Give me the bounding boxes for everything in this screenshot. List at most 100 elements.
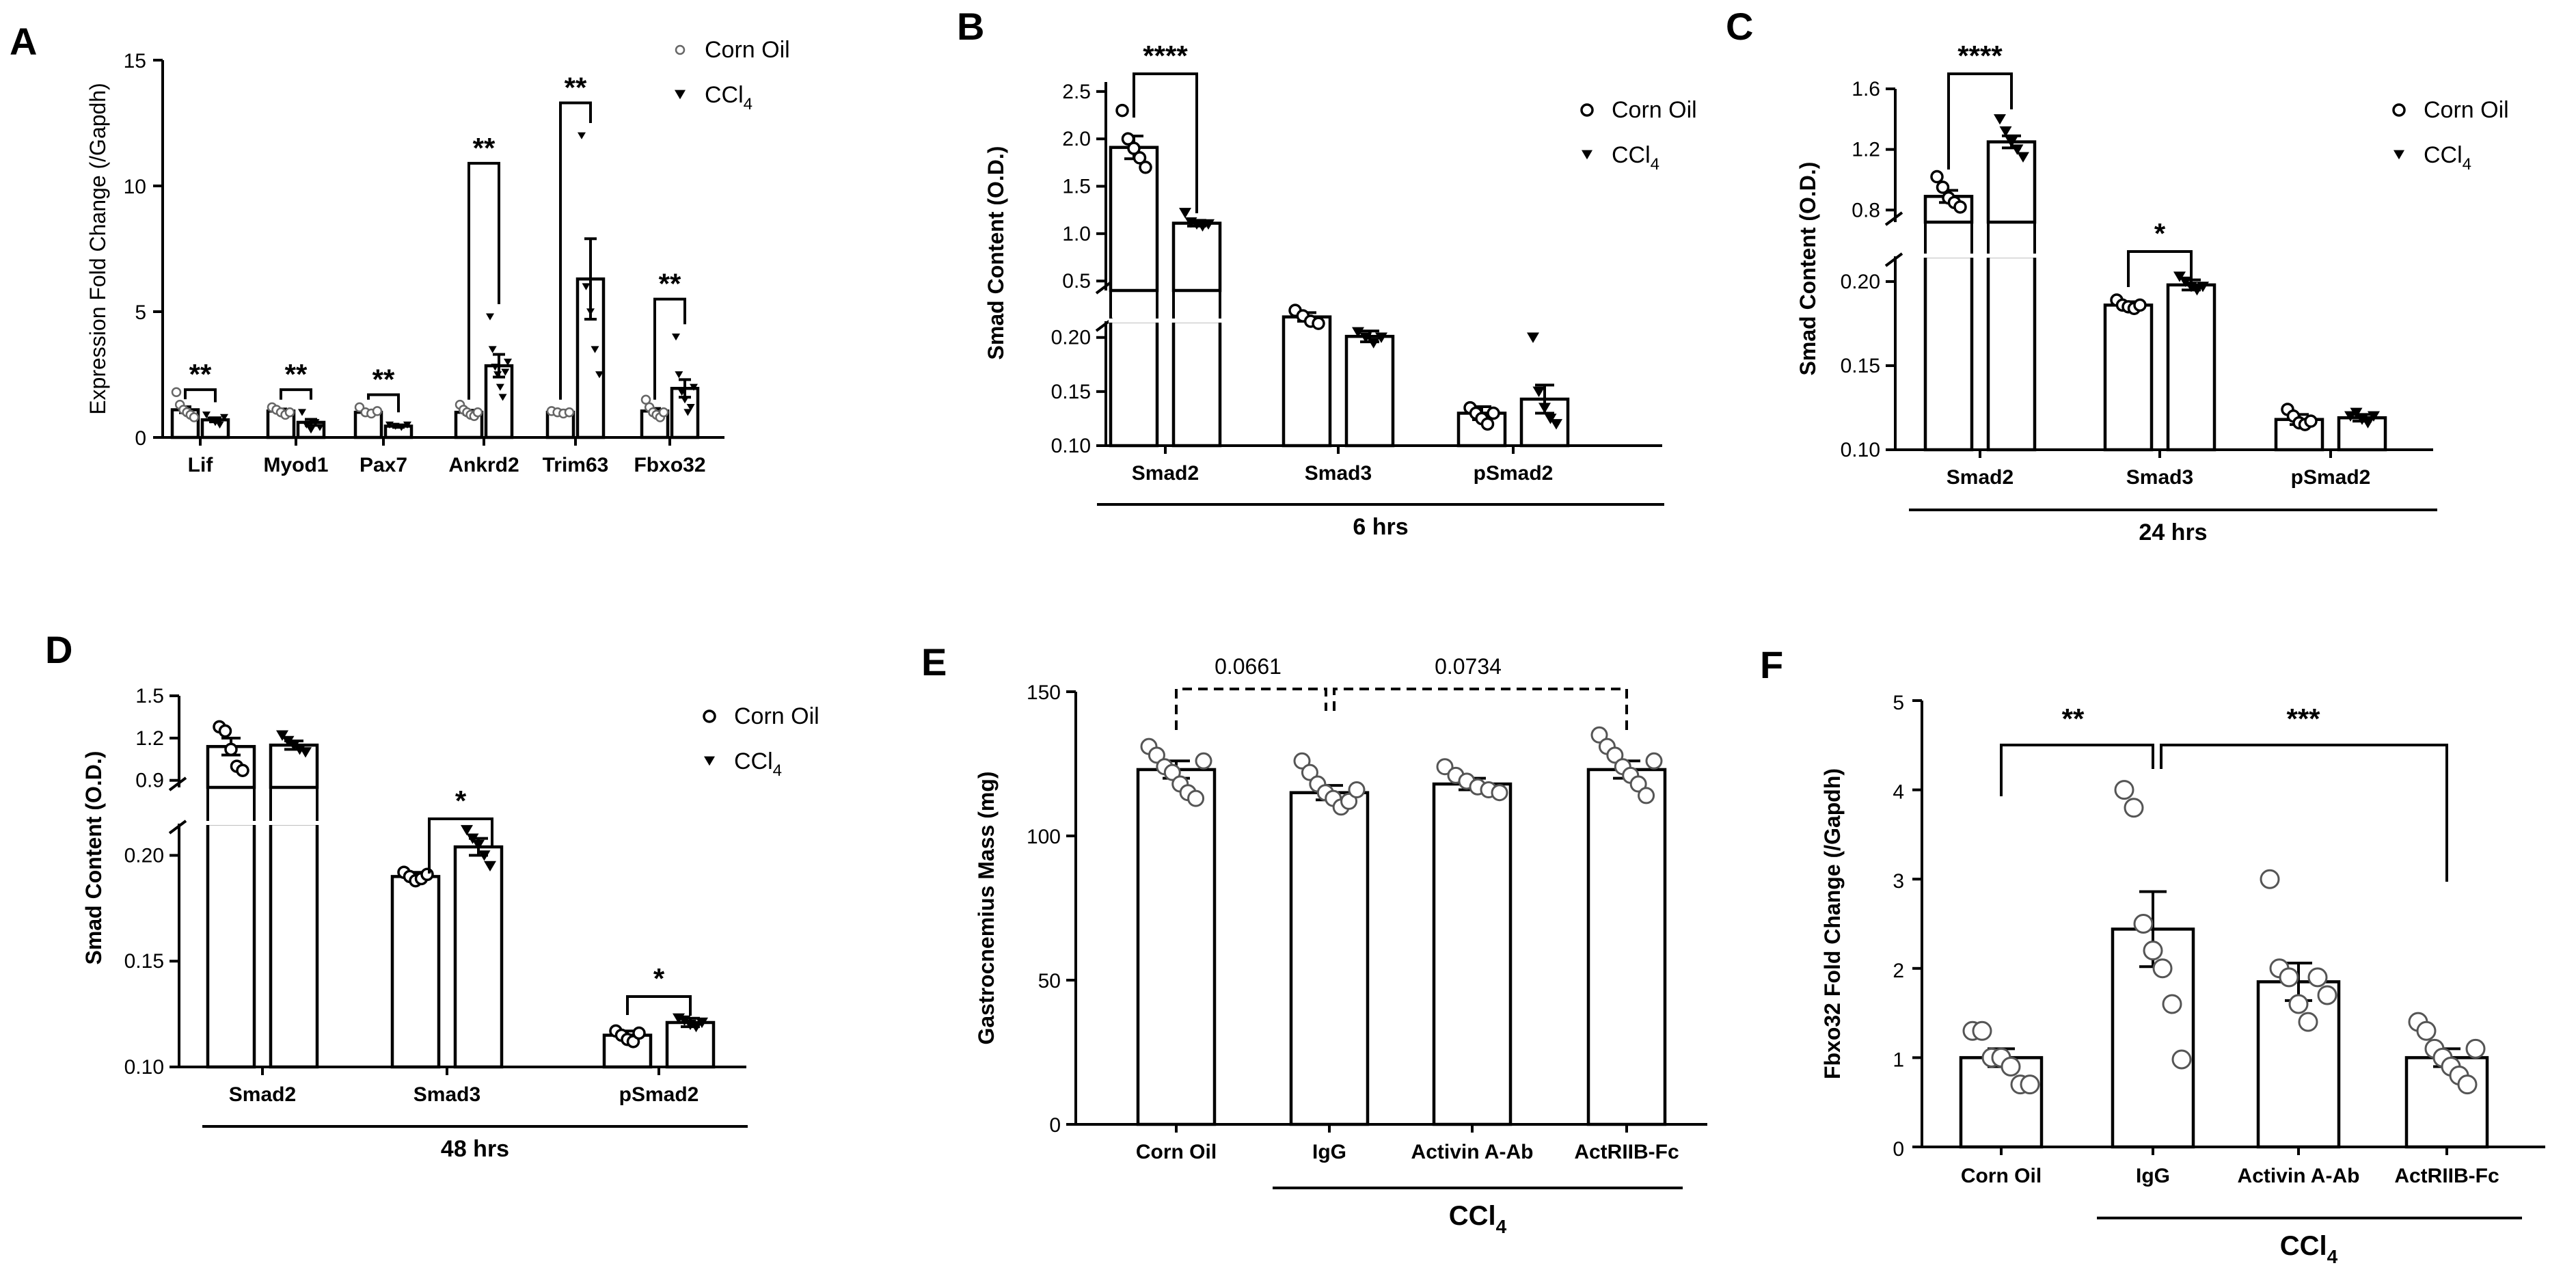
significance-label: **: [285, 358, 308, 390]
ccl4-point: [2368, 411, 2380, 422]
data-point: [2001, 1056, 2021, 1077]
y-tick-label: 0: [1049, 1114, 1061, 1137]
corn-oil-point: [1133, 151, 1147, 165]
x-tick-label: ActRIIB-Fc: [2394, 1165, 2499, 1187]
ccl4-point: [2191, 285, 2204, 296]
data-point: [2317, 985, 2337, 1005]
ccl4-bar: [453, 845, 504, 1069]
data-point: [2171, 1049, 2192, 1070]
comparison-bracket: [1175, 688, 1327, 730]
panel-e: E 0 50 100 150 Gastrocnemius Mass (mg) Corn Oi…: [921, 640, 1707, 1237]
ccl4-point: [316, 424, 324, 431]
significance-label: ***: [2286, 703, 2320, 735]
y-tick-label: 1: [1893, 1048, 1904, 1071]
comparison-p-value: 0.0661: [1215, 654, 1282, 679]
timepoint-label: 24 hrs: [2139, 519, 2207, 545]
x-tick-label: Activin A-Ab: [2238, 1165, 2360, 1187]
ccl4-point: [1538, 403, 1551, 414]
corn-oil-point: [1312, 316, 1325, 330]
panel-a-label: A: [10, 20, 37, 63]
corn-oil-point: [2304, 414, 2318, 428]
ccl4-point: [2350, 407, 2363, 418]
corn-oil-point: [1115, 103, 1129, 118]
ccl4-bar: [1344, 334, 1395, 448]
legend-ccl4-subscript: 4: [744, 95, 753, 113]
ccl4-point: [504, 358, 512, 366]
x-tick-label: ActRIIB-Fc: [1574, 1141, 1679, 1163]
data-point: [2260, 869, 2280, 889]
significance-label: *: [2154, 217, 2166, 249]
significance-label: **: [659, 268, 681, 300]
x-tick-label: Fbxo32: [634, 454, 705, 476]
x-tick-label: Smad3: [1305, 462, 1372, 485]
ccl4-point: [595, 371, 604, 379]
y-tick-label: 2.5: [1062, 81, 1091, 103]
x-tick-label: pSmad2: [619, 1083, 699, 1106]
significance-bracket: [184, 388, 217, 403]
panel-b-label: B: [957, 5, 984, 48]
corn-oil-point: [1487, 406, 1500, 420]
axis-break-mark: [1884, 252, 1903, 267]
legend-ccl4-label: CCl4: [2424, 142, 2471, 174]
ccl4-point: [385, 421, 394, 429]
corn-oil-point: [1930, 170, 1944, 184]
ccl4-point: [1202, 219, 1215, 230]
legend-corn-oil-label: Corn Oil: [734, 703, 819, 729]
data-point: [2114, 780, 2134, 800]
y-tick-label: 5: [135, 301, 146, 324]
significance-bracket: [2160, 744, 2448, 882]
data-point: [1590, 726, 1608, 744]
x-tick-label: Ankrd2: [448, 454, 519, 476]
x-tick-label: IgG: [2136, 1165, 2170, 1187]
ccl4-bar-lower: [1171, 319, 1222, 448]
significance-bracket: [653, 297, 686, 400]
corn-oil-point: [632, 1026, 646, 1040]
bar: [1136, 768, 1217, 1126]
comparison-bracket: [1333, 688, 1628, 730]
significance-bracket: [467, 161, 500, 400]
ccl4-point: [498, 394, 507, 401]
ccl4-point: [206, 416, 215, 424]
ccl4-point: [1999, 126, 2012, 137]
significance-label: *: [653, 962, 665, 994]
significance-label: **: [565, 72, 587, 104]
ccl4-point: [686, 404, 695, 411]
data-point: [1163, 763, 1181, 781]
treatment-group-label-subscript: 4: [1496, 1216, 1507, 1237]
ccl4-point: [466, 833, 479, 844]
y-axis-title: Expression Fold Change (/Gapdh): [85, 83, 110, 415]
ccl4-point: [288, 740, 300, 751]
corn-oil-bar-lower: [1923, 254, 1974, 452]
ccl4-point: [1544, 414, 1557, 424]
significance-label: ****: [1143, 40, 1188, 72]
x-tick-label: Pax7: [360, 454, 407, 476]
y-tick-label: 0.8: [1852, 199, 1880, 221]
legend-ccl4-subscript: 4: [1651, 155, 1659, 174]
y-tick-label: 0: [1893, 1138, 1904, 1161]
corn-oil-bar: [1282, 315, 1332, 448]
ccl4-point: [501, 368, 510, 376]
data-point: [2162, 994, 2182, 1014]
ccl4-point: [678, 1015, 691, 1026]
corn-oil-point: [1127, 141, 1141, 155]
ccl4-point: [1367, 338, 1380, 349]
timepoint-label: 48 hrs: [441, 1136, 509, 1162]
corn-oil-point: [472, 407, 483, 418]
ccl4-bar: [2166, 283, 2216, 452]
legend-corn-oil-marker: [1580, 103, 1594, 117]
significance-bracket: [559, 101, 592, 400]
corn-oil-bar: [390, 875, 441, 1069]
y-tick-label: 1.2: [1852, 139, 1880, 161]
ccl4-point: [1994, 114, 2006, 125]
ccl4-point: [1359, 332, 1372, 343]
data-point: [2020, 1074, 2040, 1095]
corn-oil-point: [284, 407, 295, 418]
ccl4-point: [672, 334, 680, 341]
ccl4-point: [690, 383, 698, 391]
ccl4-bar: [269, 743, 319, 789]
legend-ccl4-label: CCl4: [705, 82, 753, 113]
ccl4-point: [681, 396, 689, 404]
y-tick-label: 3: [1893, 870, 1904, 893]
bar: [1586, 768, 1667, 1126]
y-tick-label: 2: [1893, 960, 1904, 982]
